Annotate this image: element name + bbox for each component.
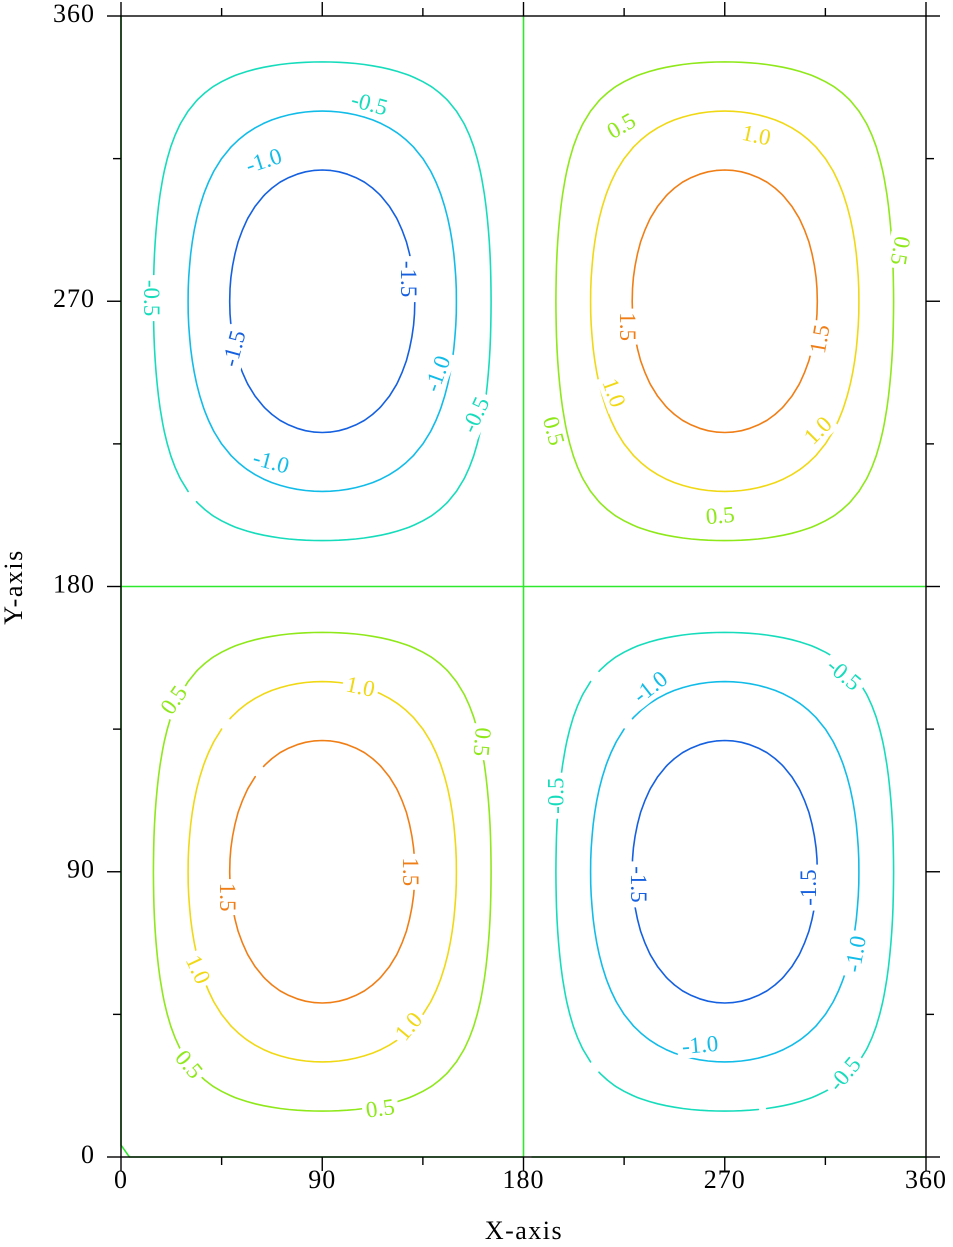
contour-label: -1.5	[396, 256, 421, 303]
contour-label: 1.5	[805, 319, 835, 359]
contour-label-text: 1.0	[344, 671, 377, 701]
contour-label-text: -0.5	[543, 777, 568, 813]
contour-label: -1.5	[626, 861, 651, 908]
contour-label-text: 1.5	[615, 312, 640, 341]
contour-label: 1.0	[179, 949, 216, 991]
x-tick-label: 0	[114, 1165, 128, 1194]
contour-lines	[120, 15, 927, 1158]
y-tick-label: 90	[67, 855, 95, 884]
contour-label-text: -1.0	[681, 1031, 719, 1059]
contour-line	[228, 169, 819, 1004]
contour-label-text: -0.5	[139, 280, 164, 316]
x-axis-title: X-axis	[485, 1216, 563, 1245]
x-tick-label: 90	[308, 1165, 336, 1194]
y-tick-label: 0	[81, 1140, 95, 1169]
contour-label-text: 1.0	[390, 1007, 428, 1045]
contour-label: -1.0	[419, 348, 457, 400]
contour-label-text: -1.5	[396, 261, 421, 297]
contour-label: -0.5	[344, 87, 395, 122]
axis-ticks: 0 90 180 270 360 0 90 180 270 360	[53, 0, 947, 1194]
x-tick-label: 360	[905, 1165, 947, 1194]
contour-line	[120, 15, 927, 1158]
contour-label: -1.5	[796, 864, 821, 911]
y-axis-title: Y-axis	[0, 549, 28, 624]
contour-label-text: -1.0	[840, 934, 871, 974]
contour-label: 0.5	[155, 679, 195, 722]
x-tick-label: 270	[704, 1165, 746, 1194]
contour-label-text: -1.5	[796, 869, 821, 905]
contour-label: 0.5	[537, 410, 570, 452]
contour-label: 1.5	[215, 879, 240, 916]
contour-label-text: 1.5	[805, 323, 835, 356]
contour-label: 0.5	[600, 108, 643, 146]
contour-label: 1.0	[340, 671, 381, 703]
contour-label: 1.0	[798, 410, 840, 452]
contour-label-text: 0.5	[886, 234, 916, 267]
contour-label: -0.5	[139, 275, 164, 322]
contour-label: -0.5	[543, 772, 568, 819]
contour-label-text: -1.0	[250, 445, 292, 479]
contour-label-text: 0.5	[364, 1094, 396, 1123]
contour-label: -1.5	[217, 323, 252, 374]
contour-label-text: -1.0	[243, 143, 285, 178]
contour-label-text: 1.5	[398, 857, 423, 886]
contour-label-text: 1.5	[215, 883, 240, 912]
contour-label: 1.0	[736, 120, 776, 151]
contour-label-text: 1.0	[799, 411, 837, 449]
contour-line	[187, 110, 860, 1063]
contour-label: 0.5	[701, 502, 740, 530]
y-tick-label: 270	[53, 284, 95, 313]
contour-label-text: 0.5	[155, 681, 192, 719]
contour-label: -1.0	[676, 1031, 725, 1060]
contour-label: 0.5	[361, 1094, 400, 1123]
contour-label: 1.0	[596, 372, 631, 414]
contour-label: 1.5	[615, 308, 640, 345]
y-tick-label: 360	[53, 0, 95, 28]
contour-label-text: -1.5	[626, 866, 651, 902]
contour-label-text: 0.5	[705, 502, 736, 529]
contour-label: -1.0	[840, 929, 872, 979]
contour-label: -0.5	[822, 1049, 869, 1100]
x-tick-label: 180	[503, 1165, 545, 1194]
contour-label-text: 1.0	[740, 120, 773, 150]
y-tick-label: 180	[53, 569, 95, 598]
contour-label-text: -1.5	[217, 328, 251, 370]
contour-label: -0.5	[456, 389, 497, 441]
contour-label: 0.5	[468, 722, 496, 761]
contour-line	[187, 110, 860, 1063]
contour-label: 1.5	[398, 853, 423, 890]
contour-label: 0.5	[885, 230, 916, 271]
contour-label: -1.0	[238, 143, 290, 180]
contour-label-text: 0.5	[469, 726, 496, 757]
contour-label: -0.5	[818, 651, 868, 699]
